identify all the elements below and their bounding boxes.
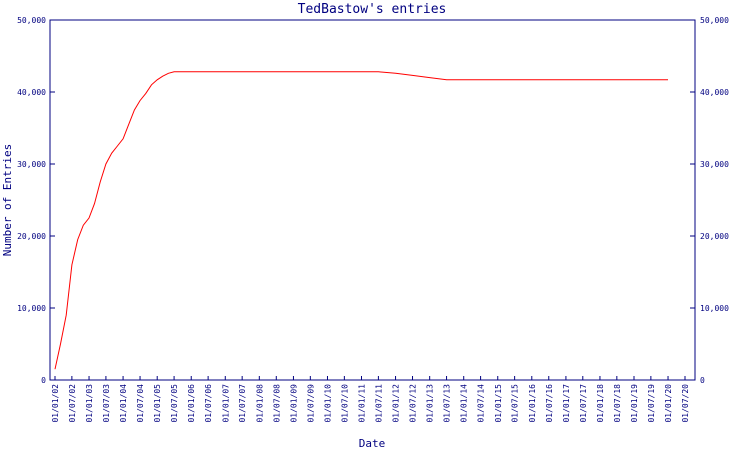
x-tick-label: 01/07/20: [681, 384, 690, 423]
y-axis-right: 0 10,000 20,000 30,000 40,000 50,000: [690, 16, 729, 385]
series-line: [54, 71, 668, 370]
x-tick-label: 01/01/10: [323, 384, 332, 423]
x-tick-label: 01/01/06: [187, 384, 196, 423]
x-tick-label: 01/07/19: [647, 384, 656, 423]
series-layer: [54, 71, 668, 370]
x-tick-label: 01/01/07: [221, 384, 230, 423]
x-tick-label: 01/07/11: [374, 384, 383, 423]
x-tick-label: 01/01/19: [630, 384, 639, 423]
y-tick-label-left: 0: [41, 376, 46, 385]
y-tick-label-right: 40,000: [700, 88, 729, 97]
x-tick-label: 01/07/06: [204, 384, 213, 423]
x-tick-label: 01/07/17: [579, 384, 588, 423]
x-tick-label: 01/07/15: [511, 384, 520, 423]
x-tick-label: 01/01/20: [664, 384, 673, 423]
y-axis-title: Number of Entries: [1, 144, 14, 257]
x-tick-label: 01/01/08: [255, 384, 264, 423]
x-axis: 01/01/02 01/07/02 01/01/03 01/07/03 01/01/04…: [51, 376, 690, 423]
x-tick-label: 01/01/15: [494, 384, 503, 423]
x-tick-label: 01/01/18: [596, 384, 605, 423]
y-tick-label-left: 20,000: [17, 232, 46, 241]
x-tick-label: 01/01/05: [153, 384, 162, 423]
x-tick-label: 01/07/09: [306, 384, 315, 423]
chart-title: TedBastow's entries: [298, 2, 447, 17]
x-tick-label: 01/07/18: [613, 384, 622, 423]
x-tick-label: 01/01/12: [392, 384, 401, 423]
x-tick-label: 01/07/10: [340, 384, 349, 423]
x-tick-label: 01/07/12: [409, 384, 418, 423]
x-tick-label: 01/01/17: [562, 384, 571, 423]
y-tick-label-right: 10,000: [700, 304, 729, 313]
x-tick-label: 01/01/16: [528, 384, 537, 423]
y-tick-label-right: 20,000: [700, 232, 729, 241]
x-tick-label: 01/07/16: [545, 384, 554, 423]
y-tick-label-left: 30,000: [17, 160, 46, 169]
x-tick-label: 01/01/02: [51, 384, 60, 423]
y-axis-left: 0 10,000 20,000 30,000 40,000 50,000: [17, 16, 55, 385]
y-tick-label-right: 50,000: [700, 16, 729, 25]
x-tick-label: 01/01/11: [358, 384, 367, 423]
x-tick-label: 01/01/04: [119, 384, 128, 423]
y-tick-label-left: 40,000: [17, 88, 46, 97]
x-tick-label: 01/01/13: [426, 384, 435, 423]
y-tick-label-left: 50,000: [17, 16, 46, 25]
x-tick-label: 01/07/14: [477, 384, 486, 423]
x-tick-label: 01/07/13: [443, 384, 452, 423]
x-tick-label: 01/07/04: [136, 384, 145, 423]
x-tick-label: 01/07/05: [170, 384, 179, 423]
x-tick-label: 01/01/09: [289, 384, 298, 423]
x-tick-label: 01/01/03: [85, 384, 94, 423]
y-tick-label-right: 0: [700, 376, 705, 385]
x-tick-label: 01/07/08: [272, 384, 281, 423]
y-tick-label-left: 10,000: [17, 304, 46, 313]
plot-frame: [49, 19, 696, 381]
x-tick-label: 01/07/07: [238, 384, 247, 423]
x-tick-label: 01/07/03: [102, 384, 111, 423]
x-tick-label: 01/07/02: [68, 384, 77, 423]
x-axis-title: Date: [359, 437, 386, 450]
y-tick-label-right: 30,000: [700, 160, 729, 169]
x-tick-label: 01/01/14: [460, 384, 469, 423]
